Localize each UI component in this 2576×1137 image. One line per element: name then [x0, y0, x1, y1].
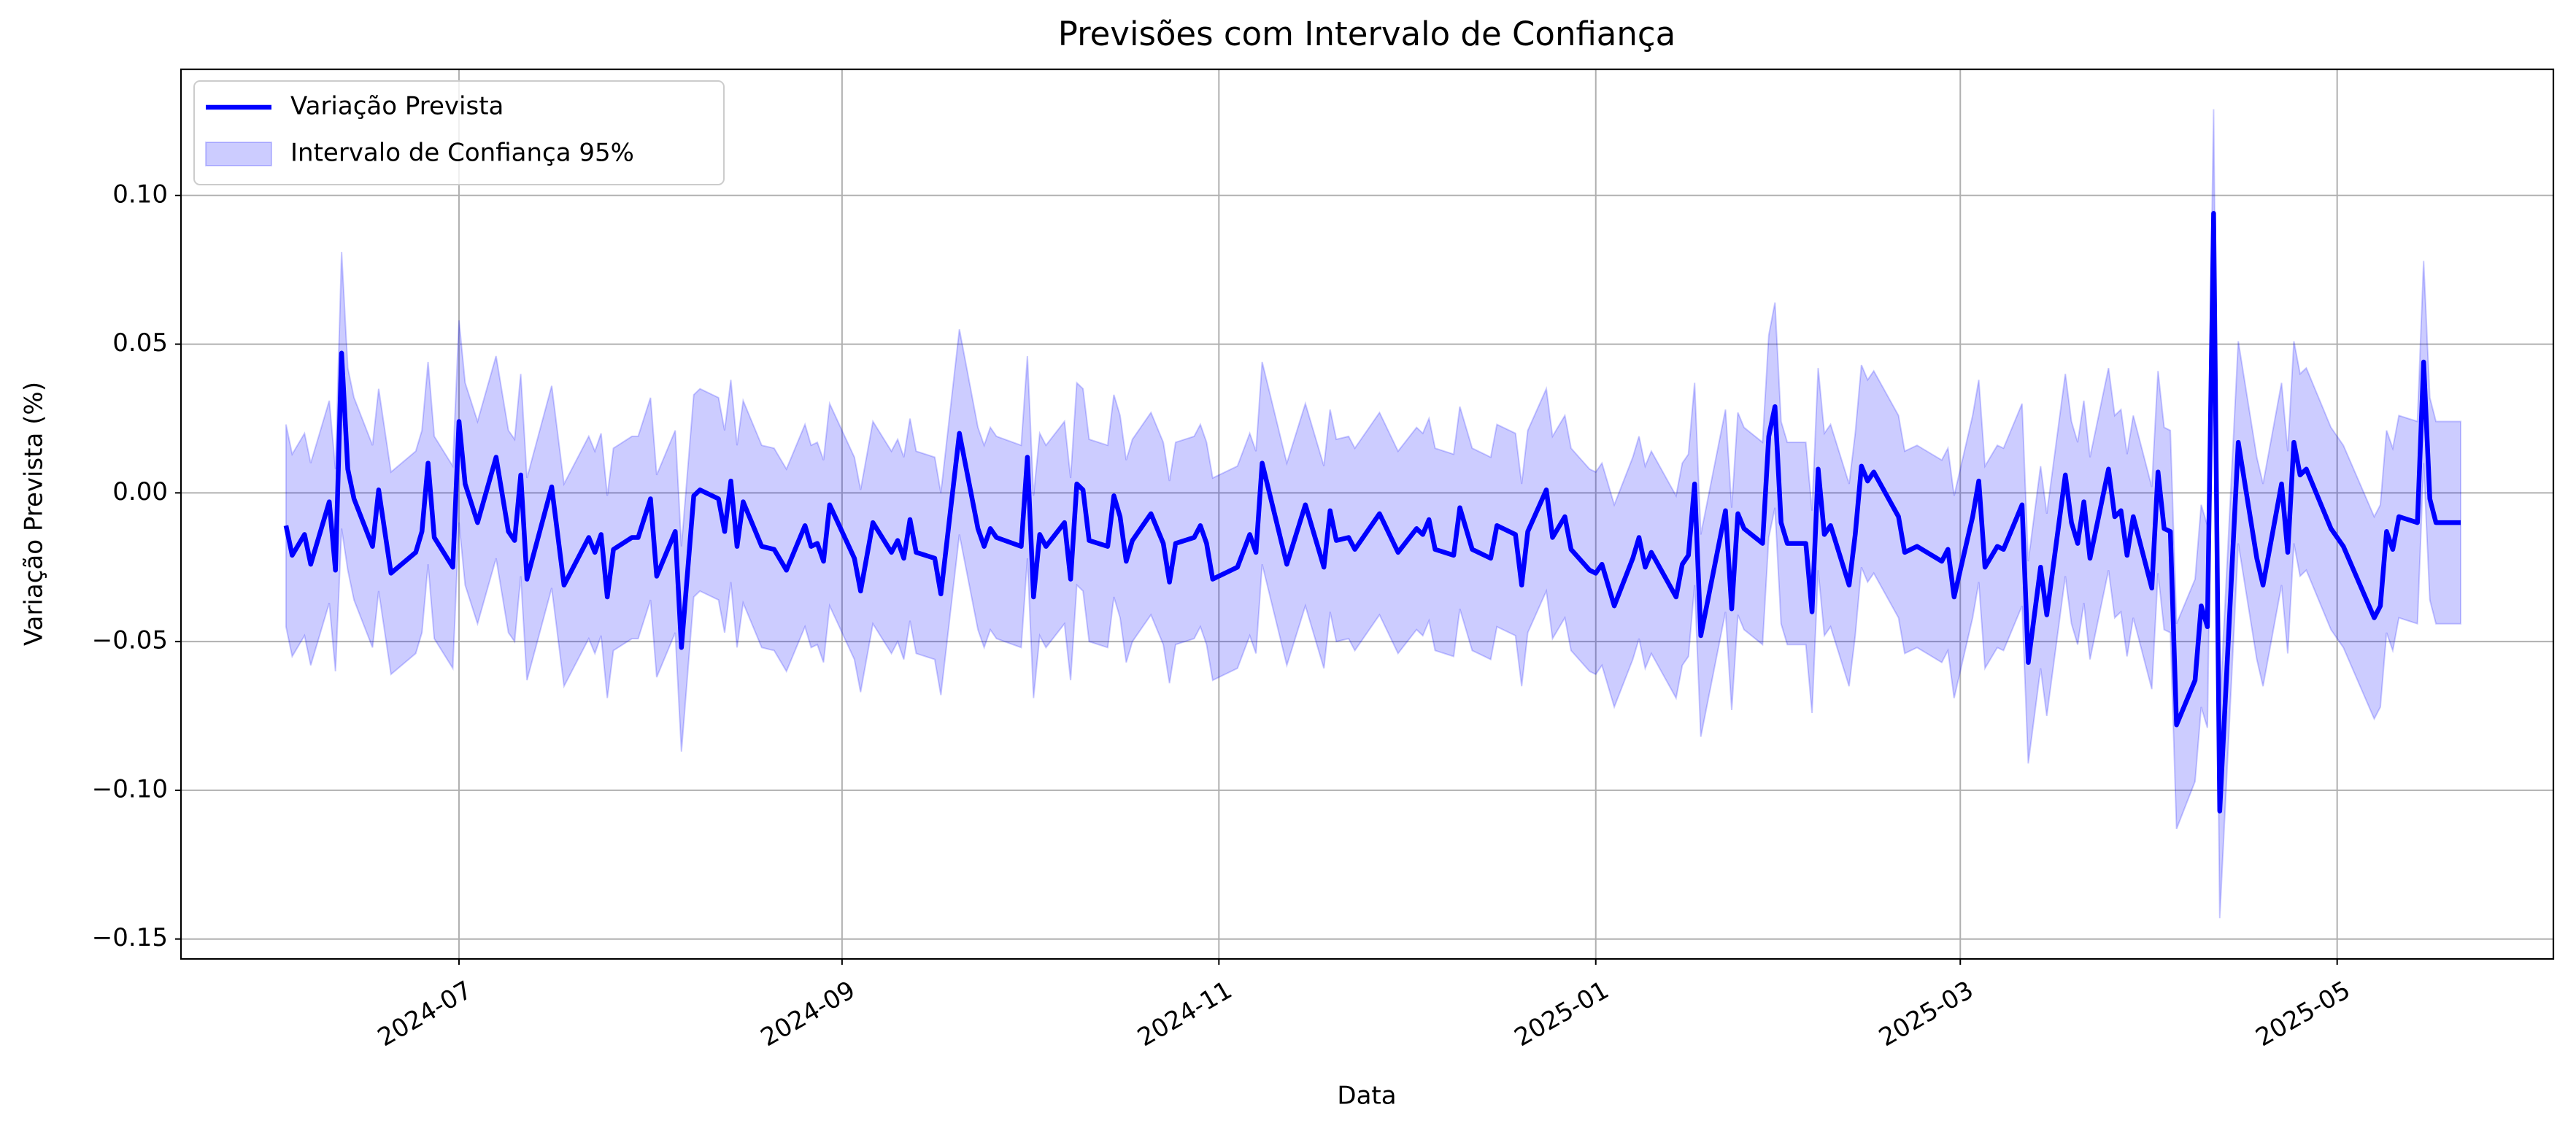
chart-title: Previsões com Intervalo de Confiança: [1058, 15, 1675, 53]
y-tick-label: 0.10: [112, 180, 168, 209]
y-tick-label: −0.15: [92, 923, 168, 952]
plot-frame: [180, 68, 2555, 960]
y-tick-label: 0.05: [112, 328, 168, 358]
y-axis-label: Variação Prevista (%): [20, 382, 49, 646]
legend-patch: [205, 142, 272, 166]
legend-box: [193, 80, 725, 185]
y-tick-label: −0.10: [92, 774, 168, 803]
y-tick-label: −0.05: [92, 626, 168, 655]
forecast-line: [283, 211, 2461, 814]
legend-label: Intervalo de Confiança 95%: [290, 139, 634, 168]
x-axis-label: Data: [1337, 1082, 1396, 1111]
plot-area: [283, 109, 2461, 919]
y-tick-label: 0.00: [112, 477, 168, 506]
confidence-band: [285, 109, 2461, 919]
legend-label: Variação Prevista: [290, 92, 504, 121]
